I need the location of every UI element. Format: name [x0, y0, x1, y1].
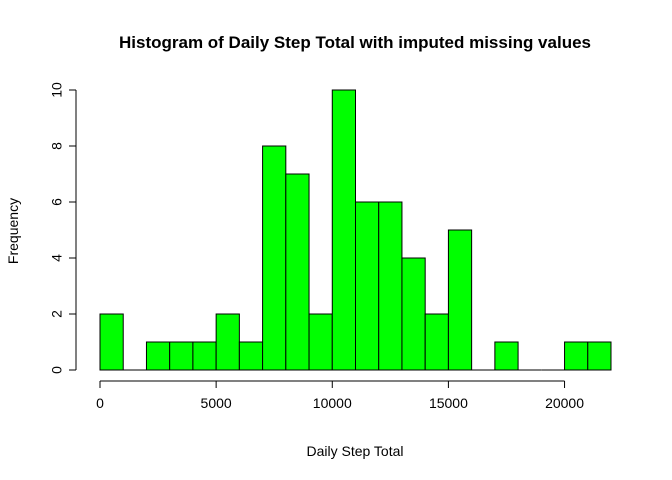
histogram-bar — [447, 229, 473, 371]
histogram-bar — [169, 341, 194, 371]
y-tick-label: 8 — [49, 142, 65, 150]
histogram-bar — [285, 173, 310, 371]
bars-group — [99, 89, 612, 371]
y-axis-label: Frequency — [5, 198, 21, 264]
histogram-bar — [587, 341, 612, 371]
chart-title: Histogram of Daily Step Total with imput… — [119, 33, 591, 52]
histogram-bar — [262, 145, 287, 371]
histogram-bar — [308, 313, 333, 371]
histogram-bar — [331, 89, 357, 371]
y-tick-label: 0 — [49, 366, 65, 374]
histogram-bar — [494, 341, 519, 371]
x-axis-label: Daily Step Total — [306, 443, 403, 459]
y-tick-label: 4 — [49, 254, 65, 262]
histogram-bar — [401, 257, 426, 371]
x-tick-label: 15000 — [429, 395, 468, 411]
histogram-bar — [238, 341, 264, 371]
y-axis: 0 2 4 6 8 10 — [49, 82, 77, 374]
histogram-bar — [192, 341, 217, 371]
histogram-bar — [378, 201, 403, 371]
histogram-bar — [355, 201, 380, 371]
y-tick-label: 6 — [49, 198, 65, 206]
histogram-bar — [215, 313, 240, 371]
histogram-bar — [424, 313, 449, 371]
y-tick-label: 10 — [49, 82, 65, 98]
y-tick-label: 2 — [49, 310, 65, 318]
histogram-bar — [145, 341, 171, 371]
x-axis: 0 5000 10000 15000 20000 — [96, 380, 584, 411]
histogram-bar — [564, 341, 589, 371]
histogram-bar — [99, 313, 124, 371]
x-tick-label: 20000 — [545, 395, 584, 411]
x-tick-label: 0 — [96, 395, 104, 411]
x-tick-label: 10000 — [313, 395, 352, 411]
x-tick-label: 5000 — [201, 395, 232, 411]
